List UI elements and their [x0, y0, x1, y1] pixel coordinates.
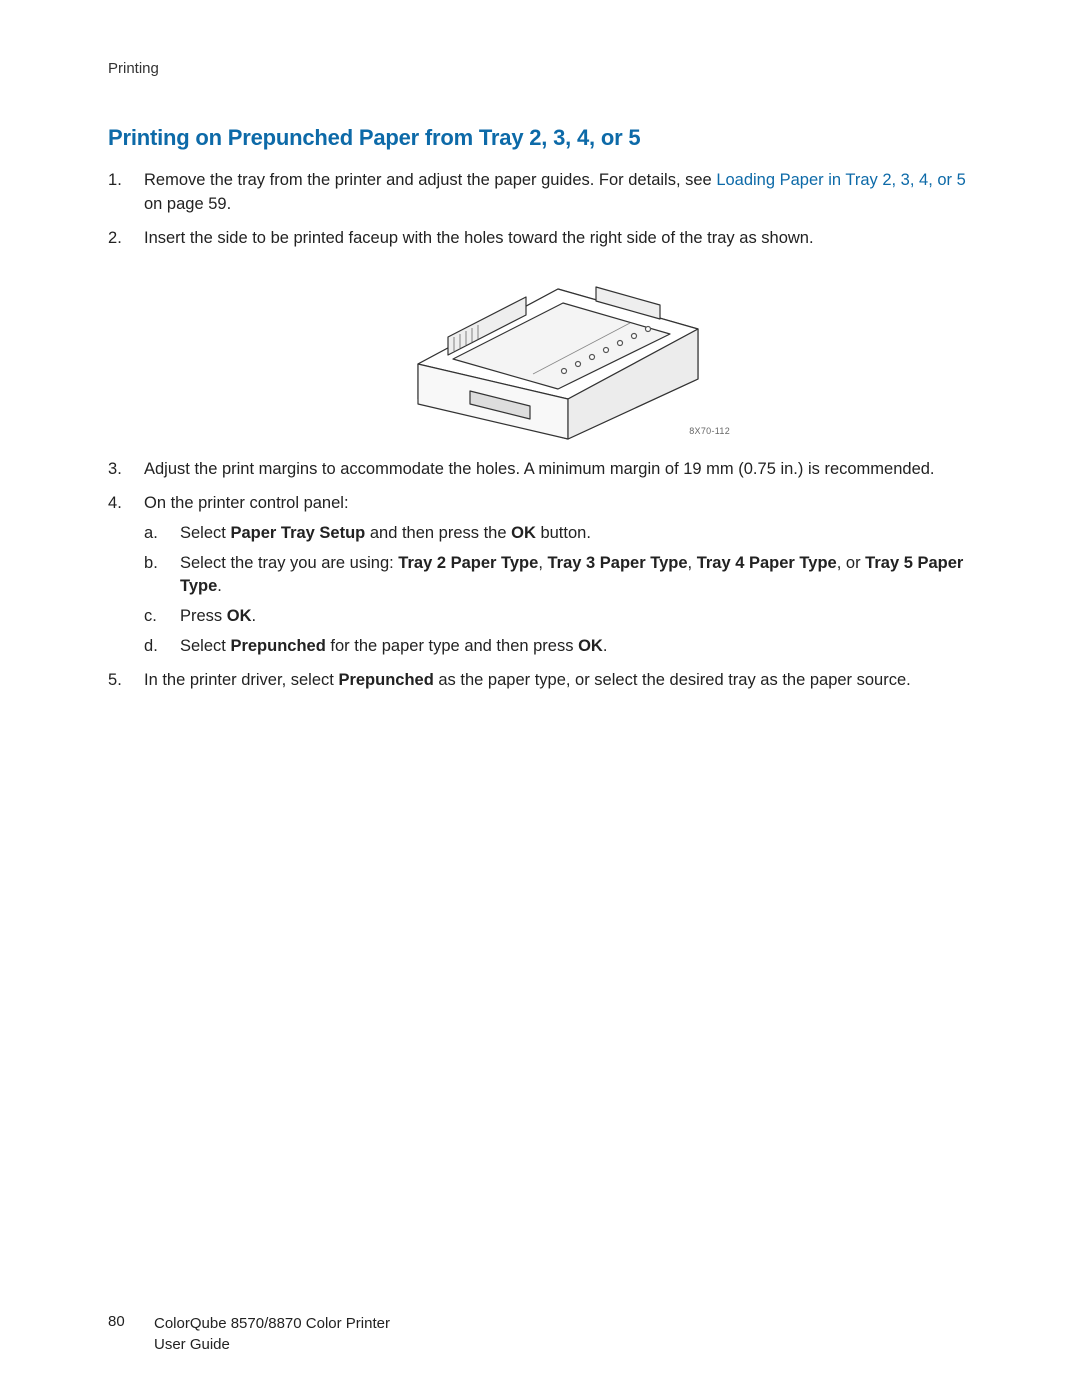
- step-4a: Select Paper Tray Setup and then press t…: [144, 522, 972, 546]
- t: button.: [536, 524, 591, 542]
- step-4: On the printer control panel: Select Pap…: [108, 492, 972, 660]
- step-1-pre: Remove the tray from the printer and adj…: [144, 171, 716, 189]
- step-2-text: Insert the side to be printed faceup wit…: [144, 229, 814, 247]
- t: ,: [538, 554, 547, 572]
- tray-icon: [398, 259, 718, 444]
- b: Prepunched: [338, 671, 433, 689]
- b: Paper Tray Setup: [230, 524, 365, 542]
- t: .: [603, 637, 608, 655]
- substep-list: Select Paper Tray Setup and then press t…: [144, 522, 972, 660]
- b: Tray 2 Paper Type: [398, 554, 538, 572]
- page-footer: 80 ColorQube 8570/8870 Color Printer Use…: [108, 1313, 390, 1355]
- t: as the paper type, or select the desired…: [434, 671, 911, 689]
- figure-container: 8X70-112: [144, 259, 972, 444]
- t: In the printer driver, select: [144, 671, 338, 689]
- section-heading: Printing on Prepunched Paper from Tray 2…: [108, 125, 972, 151]
- t: .: [217, 577, 222, 595]
- cross-ref-link[interactable]: Loading Paper in Tray 2, 3, 4, or 5: [716, 171, 966, 189]
- b: Tray 3 Paper Type: [548, 554, 688, 572]
- t: Press: [180, 607, 227, 625]
- t: Select: [180, 637, 230, 655]
- chapter-label: Printing: [108, 60, 972, 77]
- b: Tray 4 Paper Type: [697, 554, 837, 572]
- step-3-text: Adjust the print margins to accommodate …: [144, 460, 935, 478]
- figure-code: 8X70-112: [689, 425, 730, 438]
- t: Select the tray you are using:: [180, 554, 398, 572]
- page-number: 80: [108, 1313, 130, 1330]
- t: for the paper type and then press: [326, 637, 578, 655]
- b: OK: [511, 524, 536, 542]
- step-5: In the printer driver, select Prepunched…: [108, 669, 972, 693]
- t: .: [252, 607, 257, 625]
- t: , or: [837, 554, 865, 572]
- step-4d: Select Prepunched for the paper type and…: [144, 635, 972, 659]
- step-4c: Press OK.: [144, 605, 972, 629]
- page-body: Printing Printing on Prepunched Paper fr…: [0, 0, 1080, 693]
- step-3: Adjust the print margins to accommodate …: [108, 458, 972, 482]
- b: Prepunched: [230, 637, 325, 655]
- b: OK: [578, 637, 603, 655]
- instruction-list: Remove the tray from the printer and adj…: [108, 169, 972, 693]
- step-1: Remove the tray from the printer and adj…: [108, 169, 972, 217]
- t: and then press the: [365, 524, 511, 542]
- b: OK: [227, 607, 252, 625]
- footer-line-1: ColorQube 8570/8870 Color Printer: [154, 1313, 390, 1334]
- tray-illustration: 8X70-112: [398, 259, 718, 444]
- footer-line-2: User Guide: [154, 1334, 390, 1355]
- t: Select: [180, 524, 230, 542]
- footer-text: ColorQube 8570/8870 Color Printer User G…: [154, 1313, 390, 1355]
- t: ,: [688, 554, 697, 572]
- step-4-intro: On the printer control panel:: [144, 494, 349, 512]
- step-1-post: on page 59.: [144, 195, 231, 213]
- step-2: Insert the side to be printed faceup wit…: [108, 227, 972, 444]
- step-4b: Select the tray you are using: Tray 2 Pa…: [144, 552, 972, 600]
